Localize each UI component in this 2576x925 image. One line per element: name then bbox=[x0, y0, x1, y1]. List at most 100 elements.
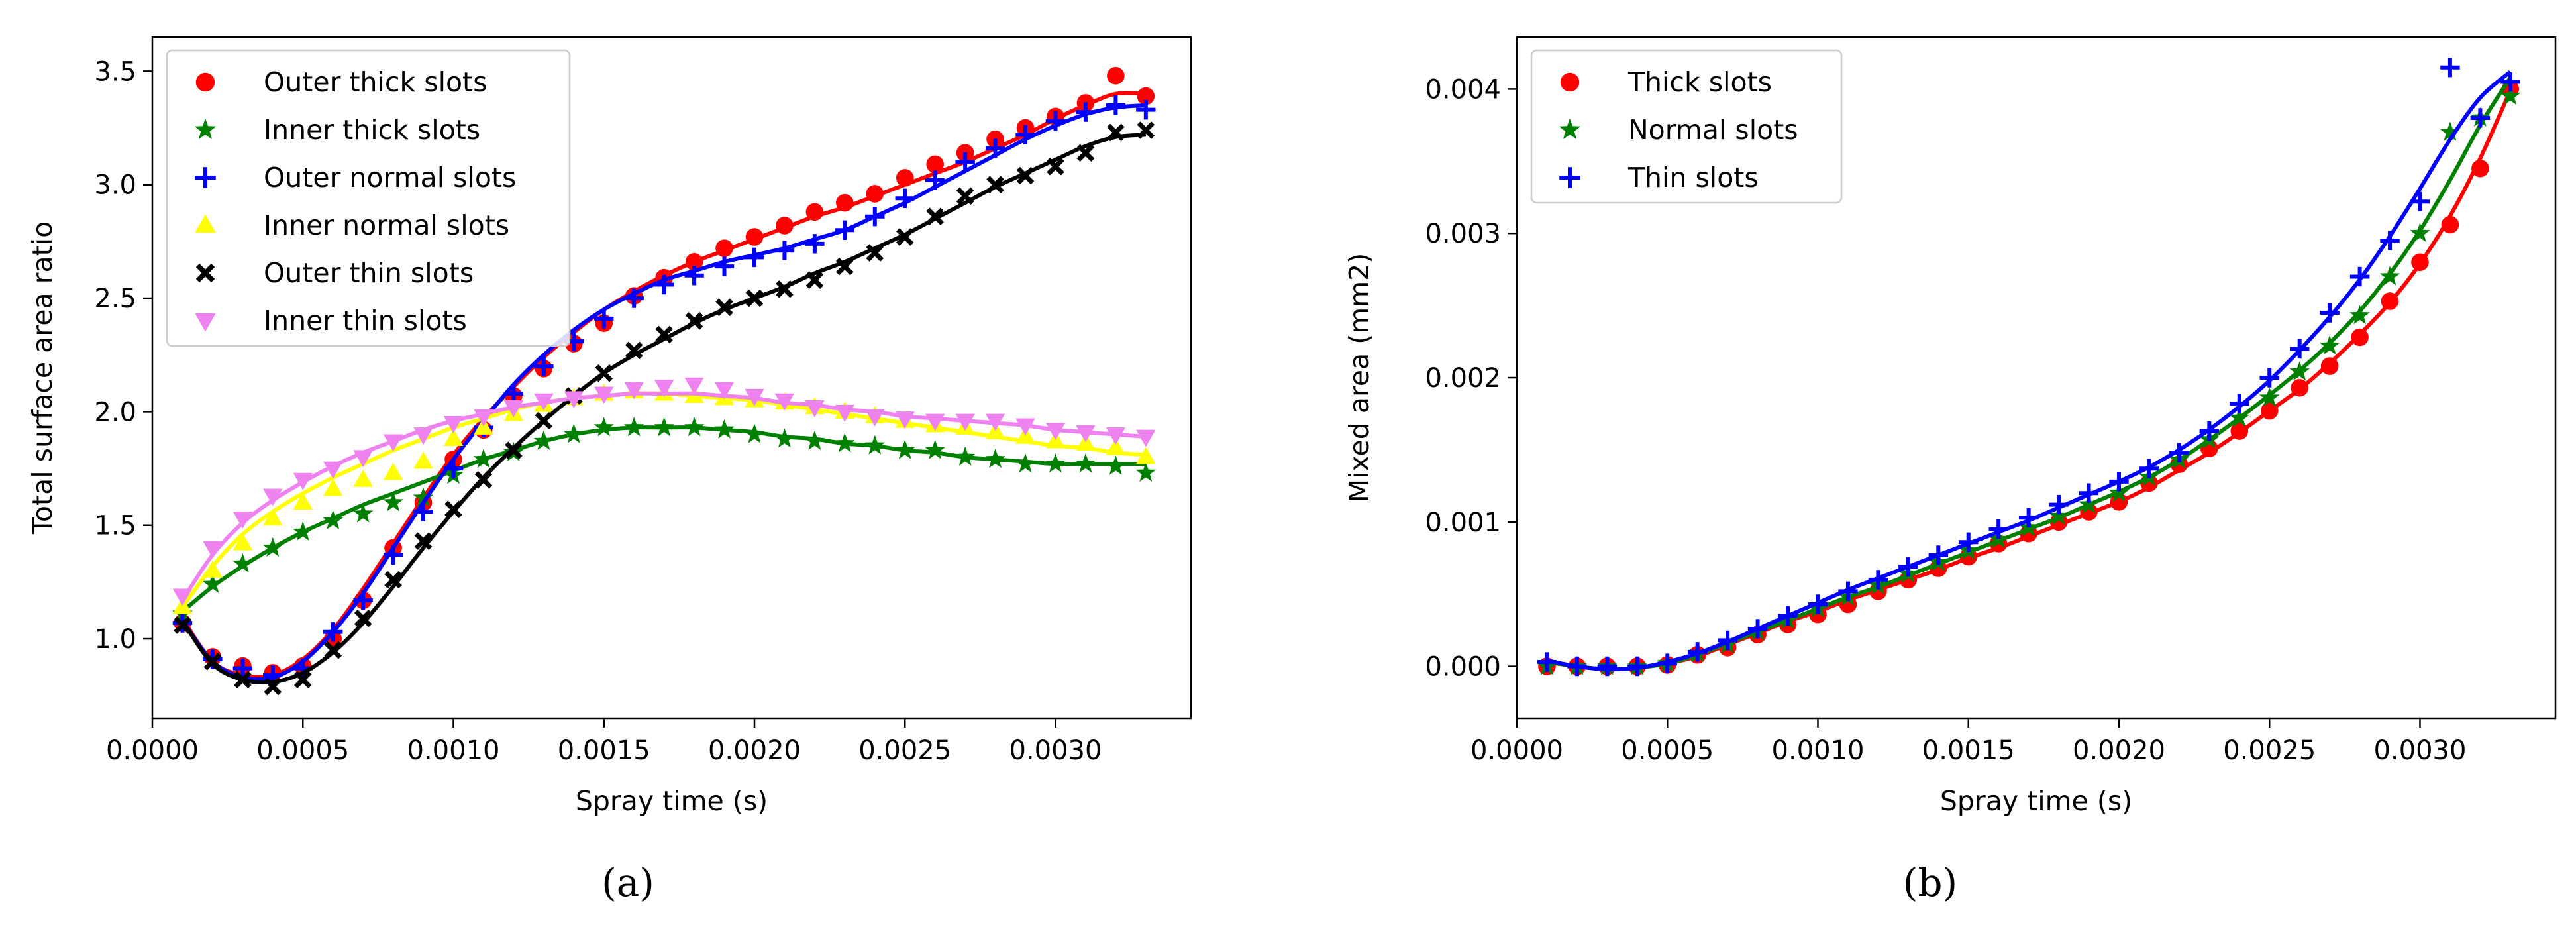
y-tick-label: 0.003 bbox=[1425, 219, 1501, 249]
data-point bbox=[2048, 506, 2069, 525]
y-tick-label: 1.0 bbox=[94, 624, 136, 655]
data-point bbox=[232, 511, 253, 529]
data-point bbox=[985, 413, 1005, 431]
x-tick-label: 0.0005 bbox=[1621, 735, 1714, 766]
data-point bbox=[805, 271, 824, 289]
legend-label: Normal slots bbox=[1628, 114, 1798, 146]
data-point bbox=[174, 616, 191, 634]
data-point bbox=[293, 472, 313, 490]
x-tick-label: 0.0030 bbox=[1009, 735, 1102, 766]
data-point bbox=[985, 449, 1005, 468]
y-tick-label: 2.0 bbox=[94, 397, 136, 427]
data-point bbox=[2079, 483, 2099, 503]
data-point bbox=[745, 388, 764, 406]
data-point bbox=[2291, 378, 2308, 397]
x-tick-label: 0.0010 bbox=[1772, 735, 1865, 766]
data-point bbox=[1627, 656, 1647, 677]
data-point bbox=[836, 193, 854, 212]
data-point bbox=[804, 430, 825, 450]
legend-label: Outer thick slots bbox=[264, 66, 488, 98]
data-point bbox=[895, 188, 915, 208]
data-point bbox=[474, 409, 493, 427]
x-tick-label: 0.0025 bbox=[2223, 735, 2316, 766]
data-point bbox=[2199, 421, 2220, 441]
legend: Thick slots Normal slots Thin slots bbox=[1530, 49, 1843, 204]
data-point bbox=[413, 427, 433, 445]
data-point bbox=[1959, 532, 1979, 552]
data-point bbox=[323, 510, 343, 529]
data-point bbox=[383, 545, 403, 565]
data-point bbox=[745, 247, 764, 268]
data-point bbox=[714, 382, 735, 400]
data-point bbox=[2109, 472, 2129, 492]
legend-label: Thick slots bbox=[1627, 66, 1772, 98]
data-point bbox=[1045, 453, 1066, 473]
data-point bbox=[895, 411, 915, 429]
y-tick-label: 1.5 bbox=[94, 511, 136, 541]
data-point bbox=[623, 417, 644, 437]
data-point bbox=[896, 228, 914, 246]
data-point bbox=[383, 434, 403, 452]
data-point bbox=[2470, 108, 2491, 128]
data-point bbox=[2379, 266, 2400, 286]
data-point bbox=[292, 521, 313, 541]
data-point bbox=[293, 492, 313, 510]
data-point bbox=[774, 393, 795, 411]
data-point bbox=[2441, 215, 2459, 234]
legend: Outer thick slots Inner thick slots Outer … bbox=[166, 49, 571, 347]
legend-marker bbox=[1559, 167, 1580, 188]
data-point bbox=[685, 252, 703, 271]
data-point bbox=[293, 671, 312, 689]
data-point bbox=[2259, 368, 2279, 388]
data-point bbox=[2411, 253, 2429, 272]
data-point bbox=[413, 487, 434, 507]
data-point bbox=[805, 234, 825, 254]
data-point bbox=[1076, 144, 1095, 162]
data-point bbox=[1106, 455, 1126, 475]
data-point bbox=[835, 404, 855, 422]
data-point bbox=[684, 417, 705, 437]
data-point bbox=[774, 241, 795, 260]
fit-line bbox=[180, 103, 1147, 682]
data-point bbox=[1135, 462, 1157, 482]
data-point bbox=[383, 462, 403, 480]
data-point bbox=[1106, 437, 1126, 455]
data-point bbox=[1076, 425, 1096, 443]
chart-panel-a: 0.0000 0.0005 0.0010 0.0015 0.0020 0.0025 0.00… bbox=[26, 36, 1192, 905]
data-point bbox=[866, 244, 884, 262]
legend-label: Inner thin slots bbox=[264, 305, 467, 337]
data-point bbox=[926, 207, 944, 226]
y-axis-label: Mixed area (mm2) bbox=[1343, 253, 1375, 502]
data-point bbox=[2229, 407, 2250, 427]
data-point bbox=[203, 560, 223, 578]
axes: 0.0000 0.0005 0.0010 0.0015 0.0020 0.0025 0.00… bbox=[94, 56, 1102, 766]
data-point bbox=[444, 500, 462, 519]
legend-marker bbox=[1559, 118, 1581, 139]
data-point bbox=[202, 573, 223, 593]
data-point bbox=[745, 289, 764, 307]
data-point bbox=[2320, 357, 2339, 375]
data-point bbox=[2139, 459, 2159, 478]
legend-label: Outer thin slots bbox=[264, 257, 474, 289]
data-point bbox=[2230, 394, 2249, 413]
data-point bbox=[353, 590, 373, 610]
series-inner-thin-slots bbox=[172, 377, 1156, 606]
data-point bbox=[595, 364, 613, 382]
legend-box bbox=[1530, 49, 1843, 204]
data-point bbox=[1136, 99, 1156, 120]
data-point bbox=[172, 588, 193, 606]
data-point bbox=[2169, 443, 2189, 462]
panel-caption: (a) bbox=[601, 860, 654, 905]
data-point bbox=[414, 532, 433, 551]
data-point bbox=[2500, 85, 2521, 105]
data-point bbox=[2289, 339, 2310, 359]
legend-marker bbox=[195, 72, 215, 92]
legend-marker bbox=[195, 167, 216, 188]
data-point bbox=[352, 503, 374, 523]
data-point bbox=[805, 400, 825, 417]
legend-marker bbox=[195, 263, 215, 283]
data-point bbox=[955, 413, 975, 431]
x-tick-label: 0.0010 bbox=[407, 735, 500, 766]
data-point bbox=[1137, 121, 1155, 139]
